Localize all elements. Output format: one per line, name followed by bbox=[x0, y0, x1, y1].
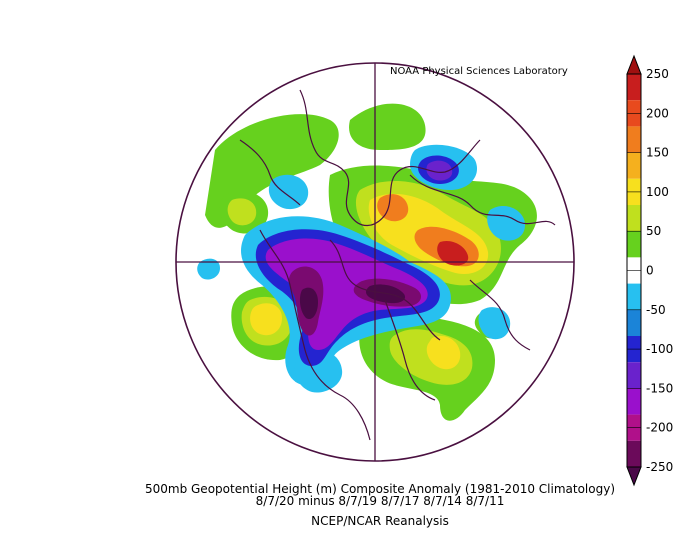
positive-anomaly-region bbox=[250, 303, 282, 336]
negative-anomaly-region bbox=[197, 258, 220, 280]
map-boundary bbox=[175, 62, 575, 462]
coastline bbox=[299, 89, 481, 227]
colorbar-swatch bbox=[627, 152, 641, 179]
positive-anomaly-region bbox=[349, 103, 426, 150]
colorbar-swatch bbox=[627, 126, 641, 153]
negative-anomaly-region bbox=[426, 160, 453, 181]
positive-anomaly-region bbox=[426, 335, 461, 370]
colorbar-swatch bbox=[627, 231, 641, 258]
positive-anomaly-region bbox=[437, 240, 469, 266]
negative-anomaly-region bbox=[487, 205, 525, 241]
colorbar-tick-label: 250 bbox=[646, 67, 669, 81]
colorbar-swatch bbox=[627, 205, 641, 232]
colorbar-tick-label: 50 bbox=[646, 224, 661, 238]
coastline bbox=[384, 299, 436, 401]
negative-anomaly-region bbox=[478, 307, 511, 340]
colorbar-tick-label: 100 bbox=[646, 185, 669, 199]
caption-dates: 8/7/20 minus 8/7/19 8/7/17 8/7/14 8/7/11 bbox=[255, 494, 505, 508]
colorbar-swatch bbox=[627, 362, 641, 389]
colorbar-tick-label: -200 bbox=[646, 421, 673, 435]
colorbar-tick-label: -150 bbox=[646, 381, 673, 395]
colorbar-swatch bbox=[627, 74, 641, 101]
coastlines bbox=[239, 89, 556, 441]
coastline bbox=[329, 239, 441, 341]
negative-anomaly-region bbox=[268, 174, 309, 210]
colorbar-max-arrow bbox=[626, 54, 642, 75]
coastline bbox=[409, 174, 556, 226]
colorbar-swatch bbox=[627, 283, 641, 310]
coastline bbox=[469, 279, 531, 351]
positive-anomaly-region bbox=[227, 198, 257, 226]
negative-anomaly-region bbox=[299, 287, 318, 320]
colorbar-tick-label: 150 bbox=[646, 146, 669, 160]
coastline bbox=[239, 139, 301, 206]
colorbar-tick-label: 200 bbox=[646, 106, 669, 120]
colorbar-tick-label: -50 bbox=[646, 303, 666, 317]
colorbar-tick-label: 0 bbox=[646, 264, 654, 278]
colorbar-tick-label: -250 bbox=[646, 460, 673, 474]
colorbar-swatch bbox=[627, 309, 641, 336]
colorbar-tick-label: -100 bbox=[646, 342, 673, 356]
caption-title: 500mb Geopotential Height (m) Composite … bbox=[144, 482, 615, 496]
colorbar: 250 200 150 100 50 0 -50 -100 -150 -200 -250 bbox=[626, 54, 673, 487]
caption-source: NCEP/NCAR Reanalysis bbox=[311, 514, 449, 528]
coastline bbox=[259, 229, 371, 441]
colorbar-swatch bbox=[627, 440, 641, 467]
negative-anomaly-region bbox=[265, 238, 428, 350]
credit-text: NOAA Physical Sciences Laboratory bbox=[390, 66, 568, 77]
colorbar-swatch bbox=[627, 388, 641, 415]
